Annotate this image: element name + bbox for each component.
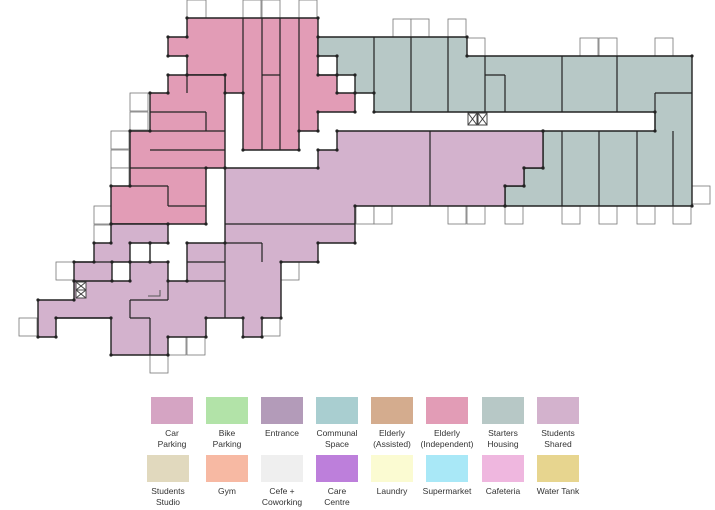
legend-swatch-care-centre [316, 455, 358, 482]
legend-swatch-elderly-independent [426, 397, 468, 424]
legend-label-students-studio: Students Studio [151, 486, 185, 507]
legend-label-water-tank: Water Tank [536, 486, 580, 496]
legend-swatch-cefe-coworking [261, 455, 303, 482]
legend-swatch-bike-parking [206, 397, 248, 424]
students-inner-walls [56, 131, 431, 355]
legend-swatch-car-parking [151, 397, 193, 424]
legend-swatch-communal-space [316, 397, 358, 424]
legend-swatch-entrance [261, 397, 303, 424]
floor-plan [18, 0, 711, 374]
legend-swatch-water-tank [537, 455, 579, 482]
lift-symbols [75, 112, 488, 299]
legend-swatch-elderly-assisted [371, 397, 413, 424]
legend-swatch-supermarket [426, 455, 468, 482]
legend-label-car-parking: Car Parking [157, 428, 187, 449]
legend-swatch-students-shared [537, 397, 579, 424]
legend-label-entrance: Entrance [264, 428, 300, 438]
legend-swatch-gym [206, 455, 248, 482]
legend-label-starters-housing: Starters Housing [487, 428, 519, 449]
legend-swatch-laundry [371, 455, 413, 482]
legend-label-gym: Gym [218, 486, 236, 496]
legend-label-bike-parking: Bike Parking [212, 428, 242, 449]
legend-swatch-starters-housing [482, 397, 524, 424]
legend-swatch-students-studio [147, 455, 189, 482]
wall-corner-dots [36, 16, 694, 357]
legend-swatch-cafeteria [482, 455, 524, 482]
legend-label-elderly-assisted: Elderly (Assisted) [373, 428, 411, 449]
legend-label-supermarket: Supermarket [422, 486, 472, 496]
legend-label-care-centre: Care Centre [324, 486, 350, 507]
legend-label-elderly-independent: Elderly (Independent) [420, 428, 474, 449]
elderly-inner-walls [130, 18, 300, 207]
legend-label-cefe-coworking: Cefe + Coworking [261, 486, 303, 507]
legend-label-students-shared: Students Shared [541, 428, 575, 449]
balcony-outlines [18, 0, 711, 374]
legend-label-cafeteria: Cafeteria [485, 486, 521, 496]
legend-label-communal-space: Communal Space [316, 428, 358, 449]
entrance-arrow [148, 290, 161, 297]
legend-label-laundry: Laundry [376, 486, 408, 496]
